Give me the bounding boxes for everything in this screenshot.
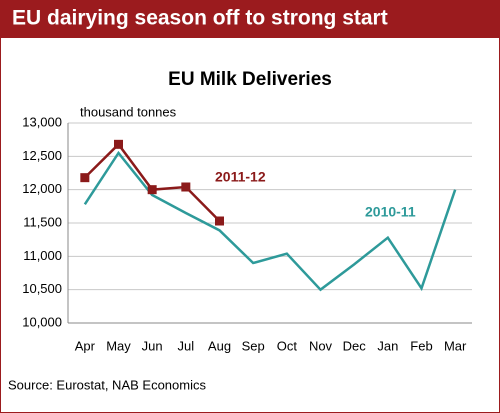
- x-tick-label: Jul: [178, 338, 195, 353]
- x-tick-label: Oct: [277, 338, 298, 353]
- x-tick-label: Jan: [377, 338, 398, 353]
- series-label: 2011-12: [215, 169, 266, 185]
- x-tick-label: Feb: [410, 338, 432, 353]
- marker: [215, 216, 224, 226]
- y-tick-label: 10,500: [22, 281, 62, 296]
- marker: [80, 173, 90, 183]
- marker: [181, 182, 191, 192]
- header-band: [0, 0, 500, 38]
- marker: [147, 185, 157, 195]
- chart-title: EU Milk Deliveries: [168, 69, 332, 90]
- y-tick-label: 12,500: [22, 148, 62, 163]
- header: EU dairying season off to strong start: [12, 7, 388, 30]
- x-tick-label: Apr: [75, 338, 96, 353]
- x-tick-label: Jun: [142, 338, 163, 353]
- x-tick-label: May: [106, 338, 131, 353]
- y-tick-label: 10,000: [22, 314, 62, 329]
- x-tick-label: Dec: [343, 338, 367, 353]
- marker: [114, 139, 123, 149]
- series-label: 2010-11: [365, 204, 416, 220]
- y-tick-label: 12,000: [22, 181, 62, 196]
- series-line: [83, 150, 457, 292]
- y-tick-label: 11,500: [23, 214, 62, 229]
- y-tick-label: 11,000: [23, 248, 62, 263]
- x-tick-label: Nov: [309, 338, 333, 353]
- y-tick-label: 13,000: [22, 114, 62, 129]
- x-tick-label: Mar: [444, 338, 467, 353]
- x-tick-label: Sep: [242, 338, 265, 353]
- y-axis-label: thousand tonnes: [80, 104, 177, 119]
- source: Source: Eurostat, NAB Economics: [8, 377, 206, 392]
- x-tick-label: Aug: [208, 338, 231, 353]
